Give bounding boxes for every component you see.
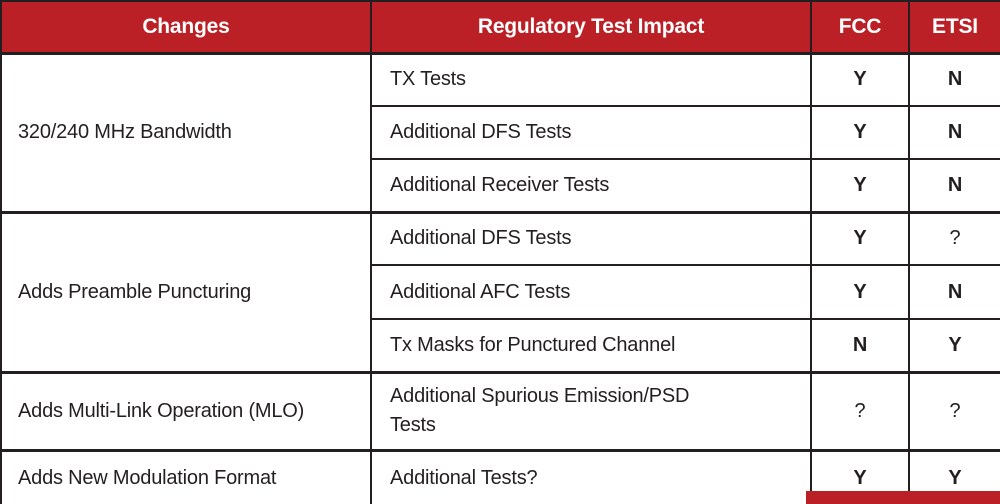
change-cell: Adds Preamble Puncturing — [0, 210, 372, 373]
table-row: Adds Multi-Link Operation (MLO) Addition… — [0, 370, 1000, 451]
table-row: Additional AFC Tests Y N — [1, 264, 1000, 320]
impact-cell: Additional Receiver Tests — [370, 158, 812, 213]
impact-cell: Tx Masks for Punctured Channel — [370, 318, 812, 373]
impact-cell: TX Tests — [370, 51, 812, 107]
table-row: 320/240 MHz Bandwidth TX Tests Y N — [0, 51, 1000, 213]
change-cell: Adds Multi-Link Operation (MLO) — [0, 370, 372, 451]
table-row: Additional Receiver Tests Y N — [1, 158, 1000, 213]
etsi-value: N — [908, 264, 1000, 320]
fcc-value: Y — [810, 448, 910, 504]
etsi-value: N — [908, 51, 1000, 107]
fcc-value: Y — [810, 105, 910, 160]
fcc-value: Y — [810, 158, 910, 213]
table-row: Tx Masks for Punctured Channel N Y — [1, 318, 1000, 373]
header-cell-regulatory-test-impact: Regulatory Test Impact — [370, 0, 812, 55]
header-cell-fcc: FCC — [810, 0, 910, 55]
impact-cell: Additional DFS Tests — [370, 210, 812, 266]
header-row: Changes Regulatory Test Impact FCC ETSI — [0, 0, 1000, 55]
impact-cell: Additional Spurious Emission/PSD Tests — [370, 370, 812, 451]
fcc-value: Y — [810, 210, 910, 266]
table-row: Additional DFS Tests Y N — [1, 105, 1000, 160]
fcc-value: Y — [810, 264, 910, 320]
impact-text: Additional Spurious Emission/PSD Tests — [390, 385, 690, 436]
fcc-value: ? — [810, 370, 910, 451]
etsi-value: N — [908, 105, 1000, 160]
etsi-value: ? — [908, 210, 1000, 266]
etsi-value: N — [908, 158, 1000, 213]
change-cell: Adds New Modulation Format — [0, 448, 372, 504]
header-cell-changes: Changes — [0, 0, 372, 55]
impact-cell: Additional DFS Tests — [370, 105, 812, 160]
header-cell-etsi: ETSI — [908, 0, 1000, 55]
etsi-value: Y — [908, 318, 1000, 373]
impact-cell: Additional Tests? — [370, 448, 812, 504]
change-cell: 320/240 MHz Bandwidth — [0, 51, 372, 213]
fcc-value: N — [810, 318, 910, 373]
impact-cell: Additional AFC Tests — [370, 264, 812, 320]
etsi-value: ? — [908, 370, 1000, 451]
table-row: Adds Preamble Puncturing Additional DFS … — [0, 210, 1000, 373]
fcc-value: Y — [810, 51, 910, 107]
next-section-red-bar — [806, 491, 1000, 504]
